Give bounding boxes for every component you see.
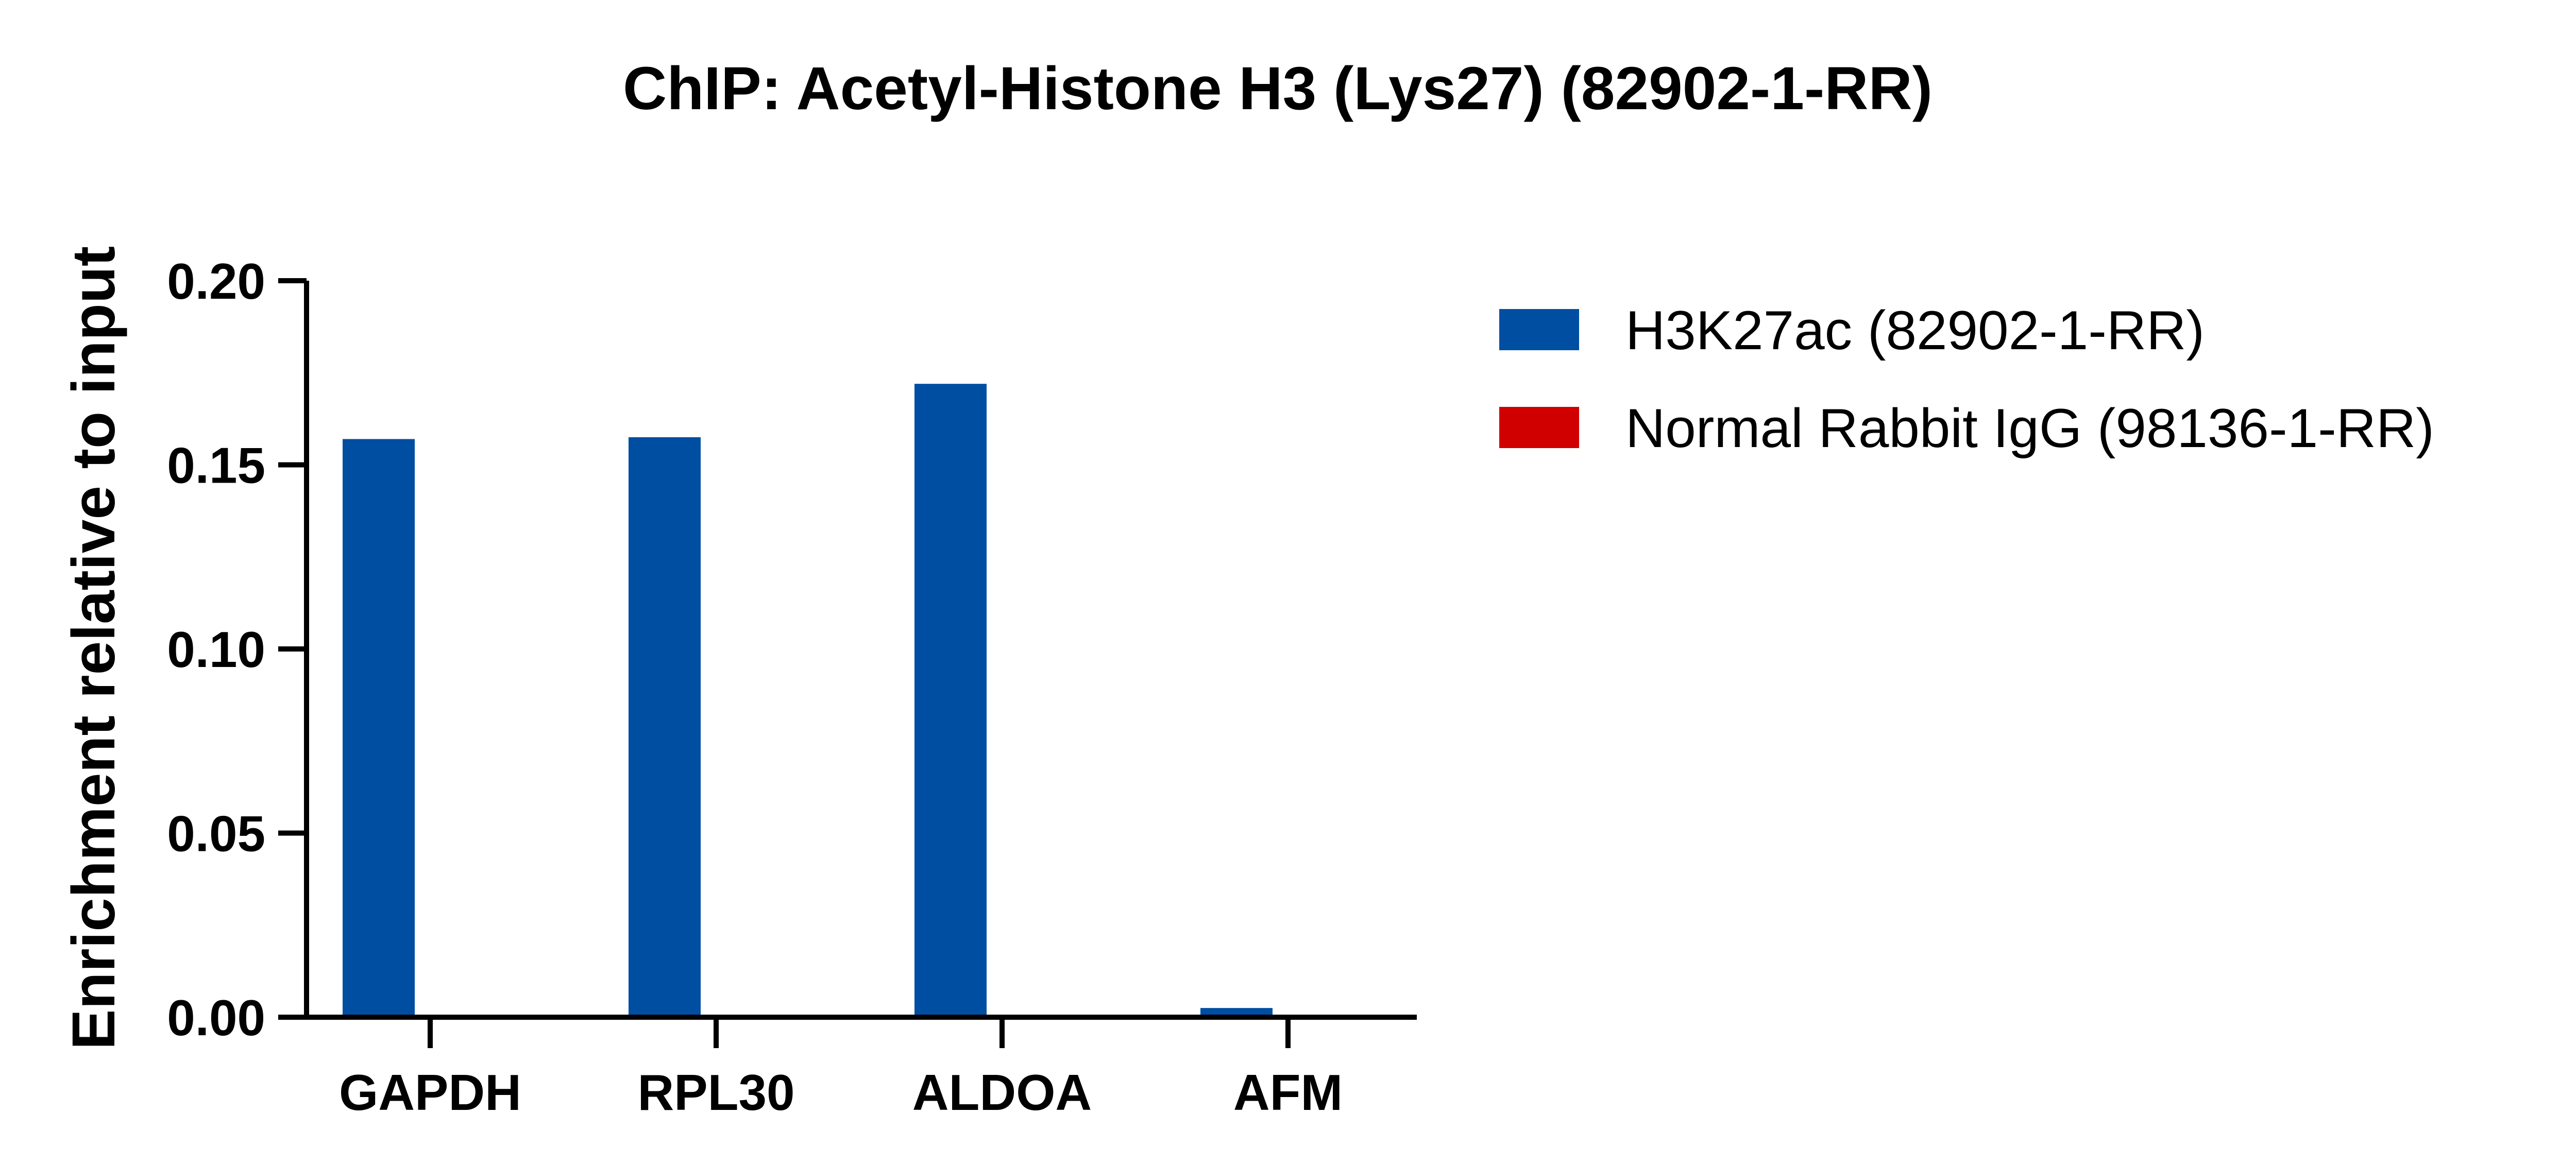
bar-rpl30-series-1 — [629, 437, 701, 1017]
x-tick-label-afm: AFM — [1233, 1064, 1343, 1121]
x-tick-label-gapdh: GAPDH — [339, 1064, 521, 1121]
y-tick-label: 0.15 — [167, 437, 265, 494]
y-tick-label: 0.10 — [167, 621, 265, 678]
legend-label-series-1: H3K27ac (82902-1-RR) — [1625, 299, 2205, 361]
chart-title: ChIP: Acetyl-Histone H3 (Lys27) (82902-1… — [623, 55, 1933, 123]
x-tick-label-rpl30: RPL30 — [637, 1064, 794, 1121]
y-tick-label: 0.00 — [167, 989, 265, 1046]
x-tick-label-aldoa: ALDOA — [912, 1064, 1092, 1121]
legend: H3K27ac (82902-1-RR) Normal Rabbit IgG (9… — [1499, 299, 2434, 459]
y-tick-label: 0.20 — [167, 253, 265, 310]
y-tick-label: 0.05 — [167, 806, 265, 862]
bar-gapdh-series-1 — [343, 439, 415, 1018]
legend-swatch-series-2 — [1499, 407, 1579, 448]
bars-group — [343, 384, 1273, 1018]
legend-label-series-2: Normal Rabbit IgG (98136-1-RR) — [1625, 397, 2434, 459]
legend-swatch-series-1 — [1499, 309, 1579, 350]
bar-aldoa-series-1 — [914, 384, 987, 1018]
axes-group: 0.00 0.05 0.10 0.15 0.20 GAPDH RPL30 ALDOA AFM — [167, 253, 1417, 1121]
y-axis-title: Enrichment relative to input — [60, 246, 128, 1050]
